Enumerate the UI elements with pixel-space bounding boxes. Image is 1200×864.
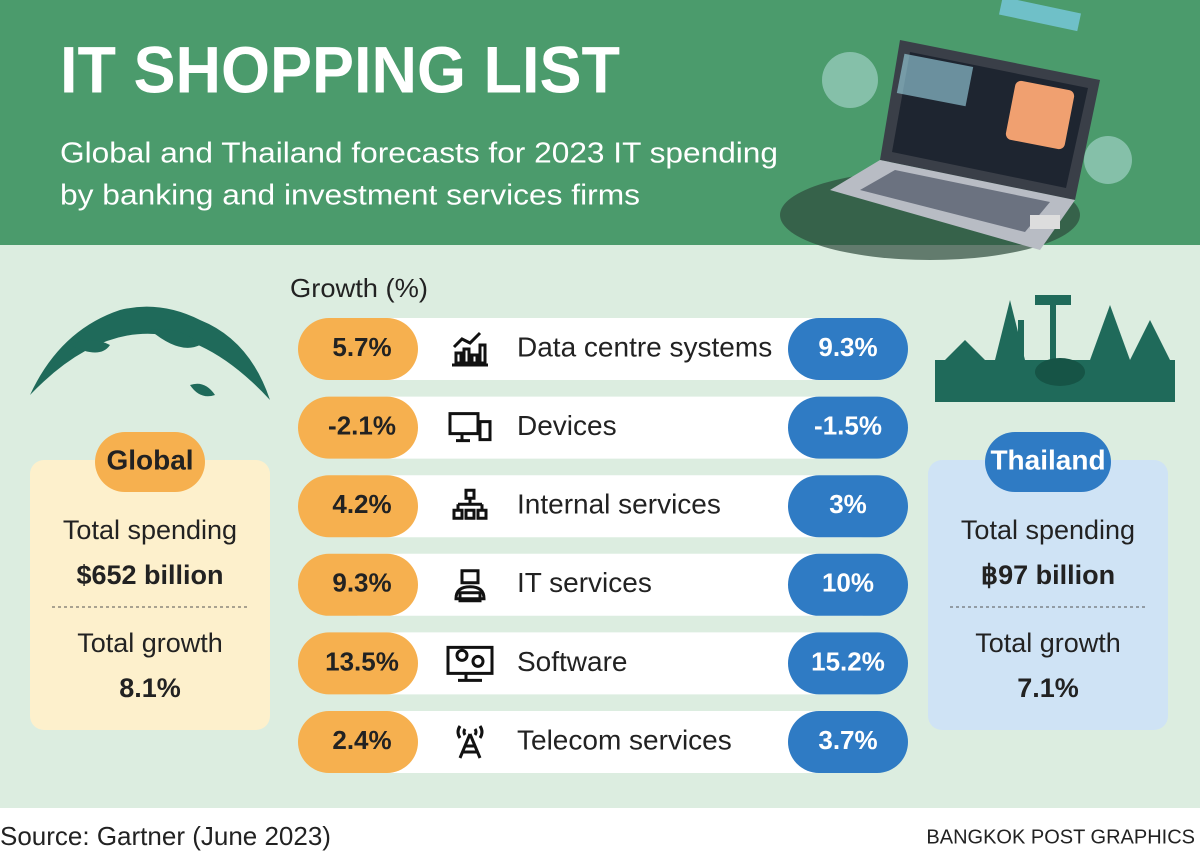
thailand-label: Thailand	[990, 444, 1105, 475]
thailand-growth: 3%	[829, 489, 867, 519]
global-spending-label: Total spending	[63, 515, 237, 545]
global-growth-pill	[298, 711, 418, 773]
thailand-illustration	[935, 295, 1175, 402]
thailand-growth: -1.5%	[814, 410, 882, 440]
category-icon	[456, 725, 484, 759]
thailand-panel	[928, 460, 1168, 730]
global-panel	[30, 460, 270, 730]
row: 13.5% 15.2% Software	[298, 632, 908, 695]
globe-illustration	[30, 306, 270, 400]
row: 5.7% 9.3% Data centre systems	[298, 318, 908, 380]
global-growth-pill	[298, 318, 418, 380]
growth-label: Growth (%)	[290, 273, 428, 303]
global-growth-pill	[298, 553, 418, 616]
category: Devices	[517, 410, 617, 441]
global-growth: -2.1%	[328, 410, 396, 440]
global-spending: $652 billion	[76, 560, 223, 590]
thailand-pill	[985, 432, 1111, 492]
global-growth-pill	[298, 632, 418, 695]
credit: BANGKOK POST GRAPHICS	[926, 826, 1195, 848]
thailand-growth: 15.2%	[811, 646, 885, 676]
category: Internal services	[517, 489, 721, 520]
global-label: Global	[106, 444, 193, 475]
global-growth-label: Total growth	[77, 628, 223, 658]
thailand-spending-label: Total spending	[961, 515, 1135, 545]
row: -2.1% -1.5% Devices	[298, 396, 908, 459]
global-growth: 13.5%	[325, 646, 399, 676]
category: Software	[517, 646, 628, 677]
category: Data centre systems	[517, 331, 772, 362]
row: 4.2% 3% Internal services	[298, 475, 908, 538]
global-growth: 4.2%	[332, 489, 391, 519]
thailand-growth-label: Total growth	[975, 628, 1121, 658]
category-icon	[452, 488, 488, 520]
row-bar	[330, 711, 890, 773]
global-growth: 8.1%	[119, 673, 181, 703]
category-icon	[452, 331, 488, 367]
global-growth: 5.7%	[332, 332, 391, 362]
category-icon	[448, 412, 492, 443]
thailand-growth: 10%	[822, 568, 874, 598]
category-icon	[454, 569, 486, 603]
thailand-growth: 7.1%	[1017, 673, 1079, 703]
global-growth: 9.3%	[332, 568, 391, 598]
thailand-spending: ฿97 billion	[981, 560, 1115, 590]
thailand-growth: 9.3%	[818, 332, 877, 362]
global-growth-pill	[298, 396, 418, 459]
row: 9.3% 10% IT services	[298, 553, 908, 616]
thailand-growth-pill	[788, 553, 908, 616]
row: 2.4% 3.7% Telecom services	[298, 711, 908, 773]
thailand-growth-pill	[788, 396, 908, 459]
source: Source: Gartner (June 2023)	[0, 821, 331, 851]
global-pill	[95, 432, 205, 492]
rows: 5.7% 9.3% Data centre systems -2.1% -1.5% Dev…	[298, 318, 908, 773]
thailand-growth: 3.7%	[818, 725, 877, 755]
category: IT services	[517, 567, 652, 598]
thailand-growth-pill	[788, 475, 908, 538]
subtitle: by banking and investment services firms	[60, 180, 640, 212]
thailand-growth-pill	[788, 711, 908, 773]
title: IT SHOPPING LIST	[60, 32, 620, 106]
category-icon	[446, 645, 494, 682]
subtitle: Global and Thailand forecasts for 2023 I…	[60, 138, 778, 170]
laptop-illustration	[780, 0, 1132, 260]
global-growth: 2.4%	[332, 725, 391, 755]
thailand-growth-pill	[788, 318, 908, 380]
thailand-growth-pill	[788, 632, 908, 695]
global-growth-pill	[298, 475, 418, 538]
category: Telecom services	[517, 724, 732, 755]
